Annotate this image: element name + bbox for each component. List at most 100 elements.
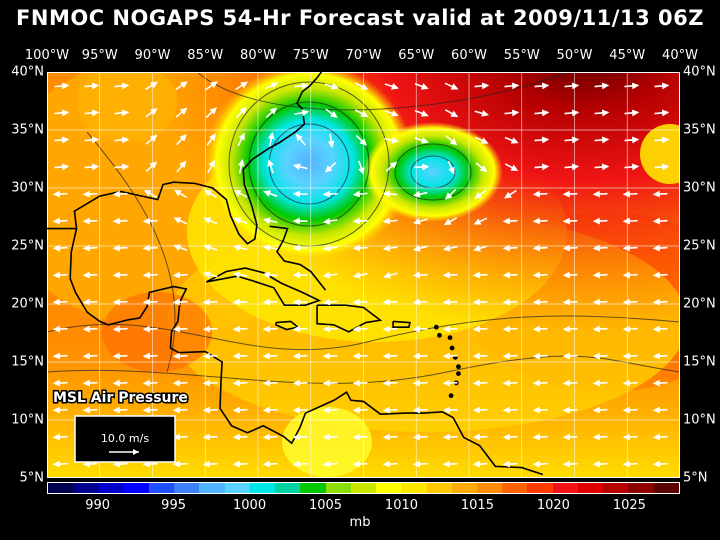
- wind-arrow: [502, 271, 518, 279]
- wind-arrow: [534, 109, 550, 117]
- wind-arrow: [592, 217, 608, 225]
- wind-arrow: [82, 379, 98, 387]
- colorbar-swatch: [73, 483, 99, 493]
- wind-arrow: [504, 82, 520, 90]
- wind-arrow: [475, 162, 488, 173]
- wind-arrow: [114, 82, 130, 90]
- wind-arrow: [324, 161, 337, 173]
- wind-arrow: [292, 271, 308, 279]
- wind-arrow: [142, 244, 158, 252]
- latitude-label-left: 20°N: [11, 296, 44, 312]
- wind-arrow: [112, 406, 128, 414]
- wind-arrow: [176, 160, 187, 173]
- wind-arrow: [52, 325, 68, 333]
- wind-arrow: [622, 190, 638, 198]
- wind-arrow: [622, 433, 638, 441]
- wind-arrow: [82, 460, 98, 468]
- wind-arrow: [594, 109, 610, 117]
- wind-arrow: [232, 244, 248, 252]
- colorbar-label: 1015: [460, 498, 494, 513]
- wind-arrow: [562, 298, 578, 306]
- wind-arrow: [143, 189, 158, 198]
- colorbar-swatch: [275, 483, 301, 493]
- wind-arrow: [412, 433, 428, 441]
- wind-arrow: [292, 325, 308, 333]
- wind-arrow: [172, 352, 188, 360]
- wind-arrow: [172, 406, 188, 414]
- wind-arrow: [322, 406, 338, 414]
- wind-arrow: [504, 136, 519, 144]
- wind-arrow: [112, 244, 128, 252]
- wind-arrow: [202, 352, 218, 360]
- wind-arrow: [175, 81, 188, 91]
- colorbar-label: 1020: [536, 498, 570, 513]
- island-dot: [449, 345, 455, 351]
- wind-arrow: [203, 244, 218, 251]
- colorbar-swatch: [325, 483, 351, 493]
- wind-arrow: [384, 83, 399, 90]
- wind-arrow: [142, 460, 158, 468]
- cuba-coast: [205, 267, 322, 306]
- wind-arrow: [206, 133, 216, 146]
- island-dot: [433, 324, 439, 330]
- wind-arrow: [324, 83, 339, 90]
- wind-arrow: [532, 352, 548, 360]
- longitude-label: 55°W: [503, 48, 540, 63]
- longitude-label: 75°W: [292, 48, 329, 63]
- wind-arrow: [443, 217, 458, 226]
- wind-arrow: [267, 159, 274, 174]
- wind-arrow: [114, 109, 130, 117]
- wind-arrow: [654, 82, 670, 90]
- wind-arrow: [382, 433, 398, 441]
- wind-arrow: [622, 325, 638, 333]
- wind-arrow: [654, 136, 670, 144]
- wind-arrow: [412, 298, 428, 306]
- wind-arrow: [82, 244, 98, 252]
- wind-arrow: [233, 217, 248, 224]
- colorbar-swatch: [174, 483, 200, 493]
- colorbar-swatch: [148, 483, 175, 493]
- wind-arrow: [142, 406, 158, 414]
- wind-arrow: [263, 190, 278, 197]
- latitude-label-right: 25°N: [683, 238, 716, 254]
- wind-arrow: [502, 433, 518, 441]
- wind-arrow: [112, 298, 128, 306]
- wind-arrow: [352, 271, 368, 279]
- wind-arrow: [442, 325, 458, 333]
- wind-arrow: [412, 325, 428, 333]
- wind-arrow: [592, 244, 608, 252]
- colorbar-swatch: [653, 483, 679, 493]
- wind-arrow: [503, 189, 517, 199]
- mexico-central-america-coast: [69, 228, 544, 476]
- wind-arrow: [235, 81, 249, 91]
- wind-arrow: [145, 81, 159, 91]
- us-gulf-atlantic-coast: [47, 72, 322, 245]
- longitude-label: 100°W: [24, 48, 70, 63]
- wind-arrow: [237, 158, 245, 174]
- colorbar-swatch: [376, 483, 402, 493]
- wind-arrow: [444, 109, 459, 118]
- longitude-label: 65°W: [398, 48, 435, 63]
- wind-arrow: [652, 433, 668, 441]
- wind-arrow: [232, 352, 248, 360]
- wind-arrow: [262, 325, 278, 333]
- wind-arrow: [52, 190, 68, 198]
- wind-arrow: [142, 298, 158, 306]
- island-dot: [456, 364, 461, 370]
- longitude-label: 60°W: [451, 48, 487, 63]
- wind-arrow: [145, 108, 158, 118]
- wind-vectors: [52, 81, 670, 468]
- wind-arrow: [473, 217, 488, 225]
- wind-arrow: [202, 406, 218, 414]
- wind-arrow: [412, 271, 428, 279]
- longitude-label: 80°W: [240, 48, 276, 63]
- wind-arrow: [173, 244, 188, 251]
- colorbar-swatch: [48, 483, 74, 493]
- wind-arrow: [352, 190, 368, 198]
- latitude-label-left: 25°N: [11, 238, 44, 254]
- wind-arrow: [114, 136, 130, 144]
- wind-arrow: [237, 132, 245, 147]
- hispaniola-coast: [316, 304, 383, 333]
- wind-arrow: [562, 325, 578, 333]
- wind-arrow: [624, 109, 640, 117]
